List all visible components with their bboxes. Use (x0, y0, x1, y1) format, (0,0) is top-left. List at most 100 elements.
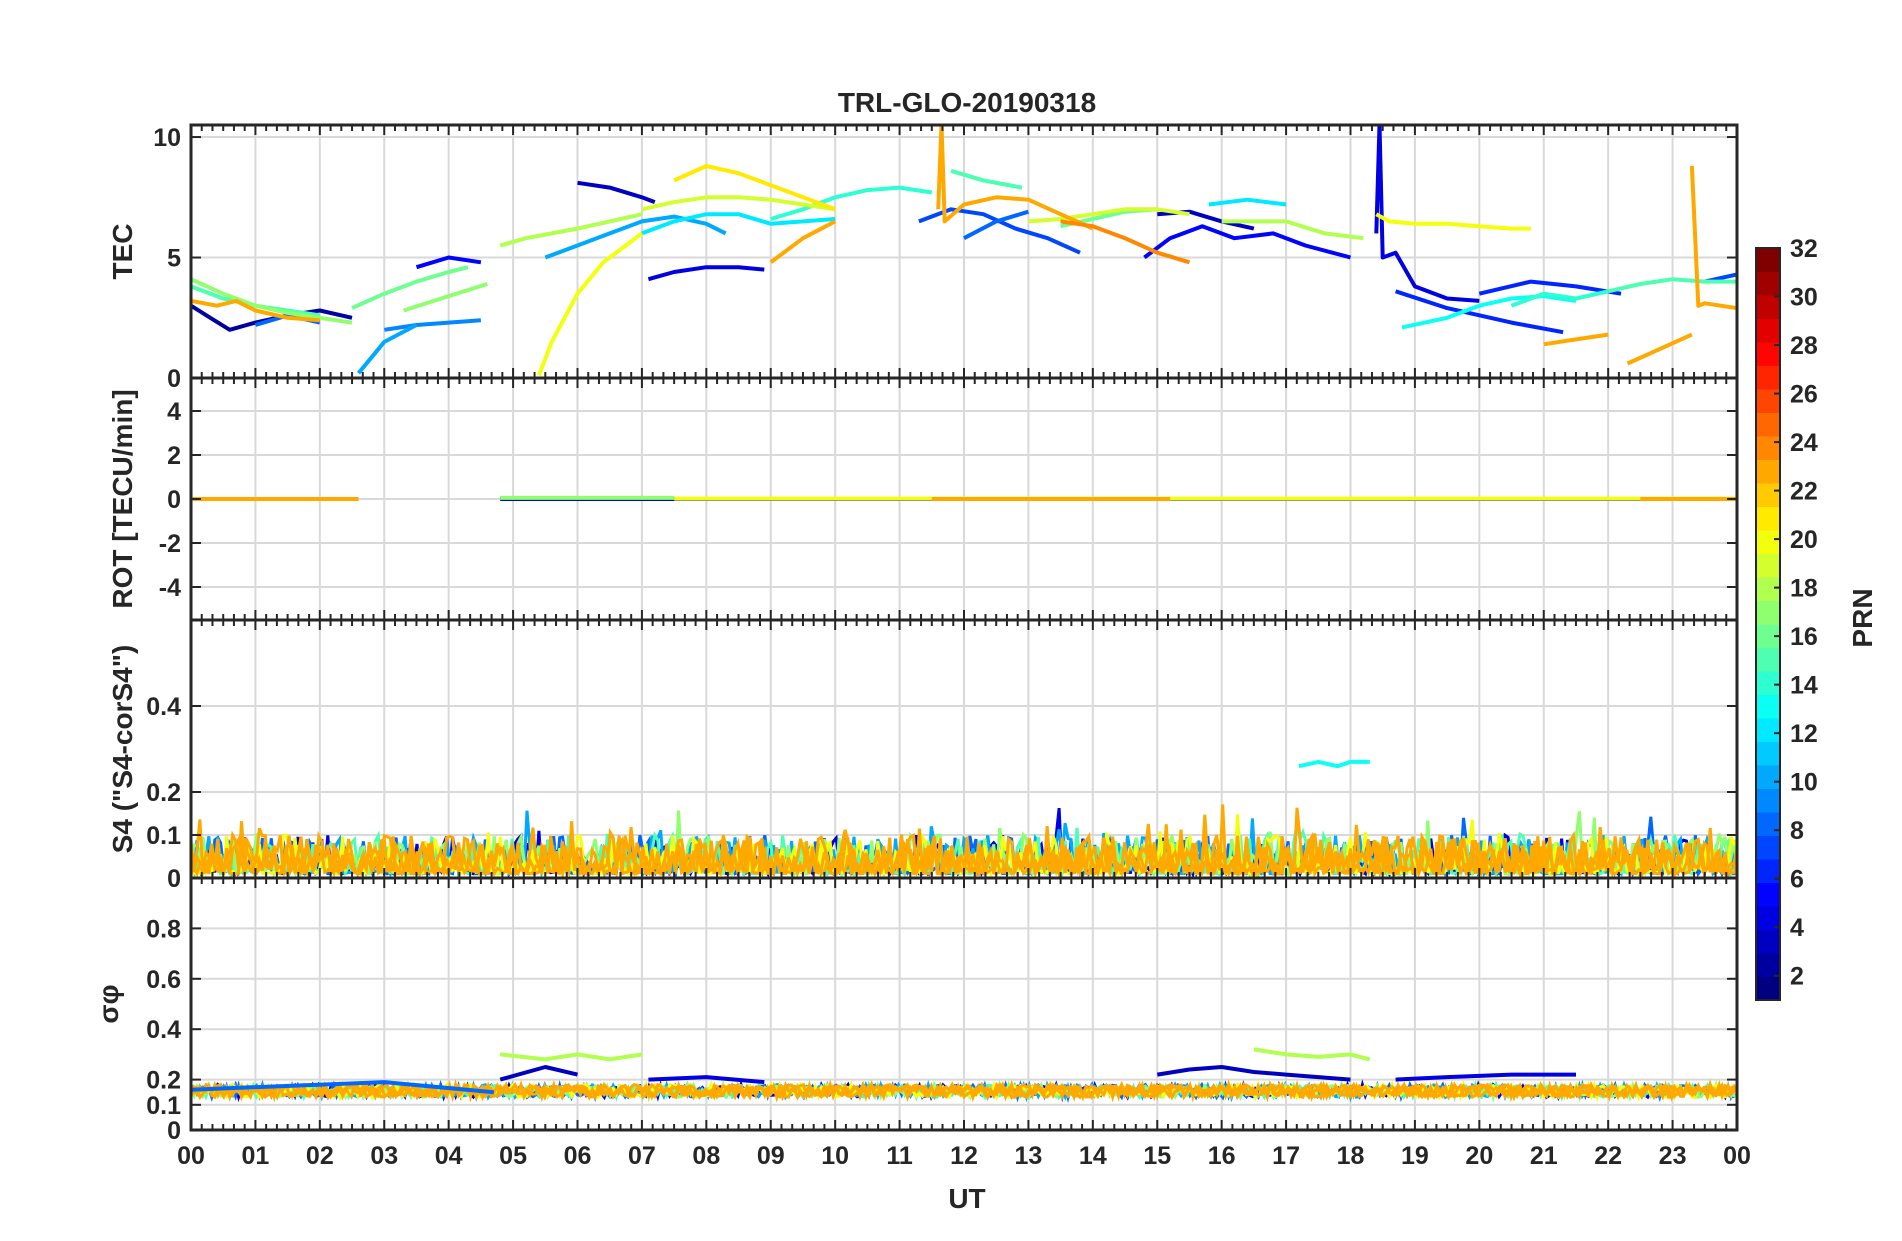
series-line-prn-4 (647, 265, 765, 282)
colorbar-box (1755, 247, 1781, 1001)
colorbar-cell (1756, 788, 1780, 813)
colorbar-cell (1756, 718, 1780, 742)
y-tick-label: 0.8 (146, 915, 181, 943)
colorbar-tick-label: 10 (1790, 769, 1818, 797)
colorbar-tick-label: 22 (1790, 478, 1818, 506)
series-line-prn-4 (1374, 125, 1480, 303)
series-line-prn-23 (1626, 332, 1693, 366)
colorbar-cell (1756, 248, 1780, 272)
series-line-prn-18 (499, 212, 643, 248)
series-line-prn-8 (191, 1080, 494, 1095)
series-line-prn-4 (1395, 1072, 1576, 1082)
series-line-prn-16 (351, 265, 469, 310)
colorbar-tick-label: 14 (1790, 672, 1818, 700)
y-tick-label: 0.6 (146, 966, 181, 994)
colorbar-cell (1756, 671, 1780, 695)
colorbar-tick-label: 30 (1790, 284, 1818, 312)
y-tick-label: 4 (167, 398, 181, 426)
series-line-prn-15 (950, 168, 1023, 190)
y-axis-label-tec: TEC (107, 224, 138, 280)
figure-title: TRL-GLO-20190318 (838, 87, 1096, 118)
colorbar-cell (1756, 412, 1780, 437)
y-axis-label-sigma_phi: σφ (93, 984, 124, 1023)
series-line-prn-24 (1060, 219, 1191, 265)
y-tick-label: 0 (167, 486, 181, 514)
colorbar-cell (1756, 577, 1780, 601)
x-tick-label: 04 (435, 1142, 463, 1170)
y-axis-label-s4: S4 ("S4-corS4") (107, 645, 138, 854)
x-tick-label: 11 (886, 1142, 913, 1170)
x-tick-label: 15 (1143, 1142, 1171, 1170)
series-line-prn-23 (769, 219, 837, 264)
series-line-prn-19 (641, 195, 836, 212)
series-line-prn-13 (1401, 294, 1577, 330)
colorbar-tick-label: 8 (1790, 817, 1804, 845)
series-line-prn-5 (1143, 224, 1352, 260)
y-tick-label: 0.2 (146, 779, 181, 807)
colorbar-tick-label: 4 (1790, 914, 1804, 942)
series-line-prn-8 (963, 209, 1029, 240)
colorbar-cell (1756, 530, 1780, 554)
colorbar-tick-label: 20 (1790, 526, 1818, 554)
colorbar-cell (1756, 436, 1780, 460)
colorbar-cell (1756, 882, 1780, 907)
colorbar-tick-label: 24 (1790, 429, 1818, 457)
y-tick-label: -2 (159, 530, 181, 558)
colorbar-cell (1756, 741, 1780, 766)
x-tick-label: 22 (1594, 1142, 1622, 1170)
series-line-prn-23 (1689, 165, 1737, 311)
x-tick-label: 14 (1079, 1142, 1107, 1170)
y-tick-label: -4 (159, 574, 181, 602)
x-tick-label: 10 (821, 1142, 849, 1170)
x-tick-label: 20 (1465, 1142, 1493, 1170)
x-tick-label: 03 (370, 1142, 398, 1170)
y-tick-label: 0 (167, 1117, 181, 1145)
series-line-prn-17 (402, 282, 488, 313)
colorbar-cell (1756, 835, 1780, 860)
colorbar-tick-label: 12 (1790, 720, 1818, 748)
colorbar-cell (1756, 365, 1780, 390)
series-line-prn-23 (936, 125, 1094, 231)
panel-s4: 0 0.1 0.2 0.4 S4 ("S4-corS4") (107, 618, 1739, 893)
series-line-prn-12 (1208, 197, 1287, 207)
series-line-prn-10 (356, 323, 418, 375)
colorbar-cell (1756, 483, 1780, 507)
colorbar-cell (1756, 694, 1780, 719)
plot-area-tec (191, 125, 1737, 377)
series-line-prn-23 (1543, 332, 1609, 347)
x-tick-label: 07 (628, 1142, 656, 1170)
colorbar-cell (1756, 906, 1780, 930)
colorbar-cell (1756, 953, 1780, 977)
y-tick-label: 0 (167, 365, 181, 393)
y-tick-label: 0.1 (146, 1092, 181, 1120)
x-tick-label: 23 (1659, 1142, 1687, 1170)
y-tick-label: 2 (167, 442, 181, 470)
series-line-prn-14 (1510, 289, 1609, 308)
series-line-prn-4 (648, 1075, 765, 1085)
x-tick-label: 02 (306, 1142, 334, 1170)
y-tick-label: 0.1 (146, 822, 181, 850)
series-line-prn-15 (1607, 277, 1737, 294)
series-line-prn-6 (1478, 279, 1622, 296)
colorbar-cell (1756, 318, 1780, 343)
series-line-prn-18 (1253, 1047, 1371, 1062)
x-axis-label: UT (948, 1183, 985, 1214)
colorbar-cell (1756, 506, 1780, 531)
y-tick-label: 0.4 (146, 693, 181, 721)
colorbar-tick-label: 16 (1790, 623, 1818, 651)
series-line-prn-13 (1298, 759, 1370, 769)
colorbar-tick-label: 18 (1790, 575, 1818, 603)
colorbar-tick-label: 2 (1790, 963, 1804, 991)
series-line-prn-3 (499, 1065, 578, 1082)
y-tick-label: 0.4 (146, 1016, 181, 1044)
y-tick-label: 0.2 (146, 1067, 181, 1095)
x-tick-label: 01 (242, 1142, 270, 1170)
x-tick-label: 19 (1401, 1142, 1429, 1170)
series-line-prn-9 (384, 318, 482, 332)
series-line-prn-12 (641, 212, 836, 236)
x-tick-label: 08 (692, 1142, 720, 1170)
x-tick-label: 21 (1530, 1142, 1558, 1170)
series-line-prn-21 (673, 164, 836, 212)
